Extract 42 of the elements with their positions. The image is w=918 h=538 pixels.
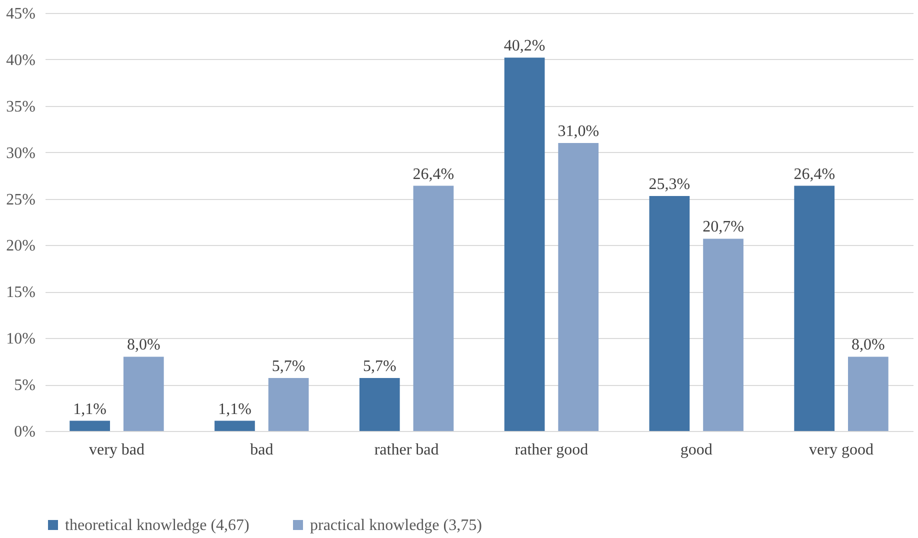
data-label: 26,4% <box>794 166 836 183</box>
legend-label: theoretical knowledge (4,67) <box>65 517 250 534</box>
y-tick-label: 0% <box>14 424 36 440</box>
x-tick-label: bad <box>250 442 274 458</box>
data-label: 1,1% <box>218 400 252 418</box>
data-label: 26,4% <box>412 166 454 183</box>
x-tick-label: very good <box>809 442 874 458</box>
data-label: 5,7% <box>362 358 396 376</box>
y-tick-label: 35% <box>6 98 36 116</box>
y-tick-label: 20% <box>6 238 36 255</box>
bar <box>848 356 888 431</box>
bar <box>123 356 164 431</box>
bar <box>70 420 110 431</box>
data-label: 20,7% <box>702 218 744 236</box>
bar <box>703 238 744 431</box>
data-label: 5,7% <box>272 358 306 376</box>
bar <box>649 196 690 431</box>
bar <box>359 378 400 431</box>
data-label: 8,0% <box>852 336 885 354</box>
y-tick-label: 45% <box>6 6 36 22</box>
data-label: 31,0% <box>558 123 600 140</box>
bar <box>413 186 454 431</box>
y-tick-label: 5% <box>14 377 36 394</box>
y-tick-label: 25% <box>6 191 36 208</box>
data-label: 25,3% <box>648 176 690 193</box>
legend-label: practical knowledge (3,75) <box>310 517 482 534</box>
bar <box>558 143 599 431</box>
bar <box>794 186 835 431</box>
bar <box>268 378 309 431</box>
y-tick-label: 10% <box>6 330 36 348</box>
x-tick-label: rather good <box>514 442 588 458</box>
y-tick-label: 15% <box>6 284 36 302</box>
data-label: 40,2% <box>504 38 546 55</box>
x-tick-label: rather bad <box>374 442 439 458</box>
bar <box>214 420 255 431</box>
x-tick-label: good <box>680 442 712 458</box>
data-label: 8,0% <box>126 336 160 354</box>
bar <box>504 58 545 431</box>
y-tick-label: 40% <box>6 52 36 69</box>
y-tick-label: 30% <box>6 144 36 162</box>
x-tick-label: very bad <box>88 442 144 458</box>
data-label: 1,1% <box>73 400 106 418</box>
